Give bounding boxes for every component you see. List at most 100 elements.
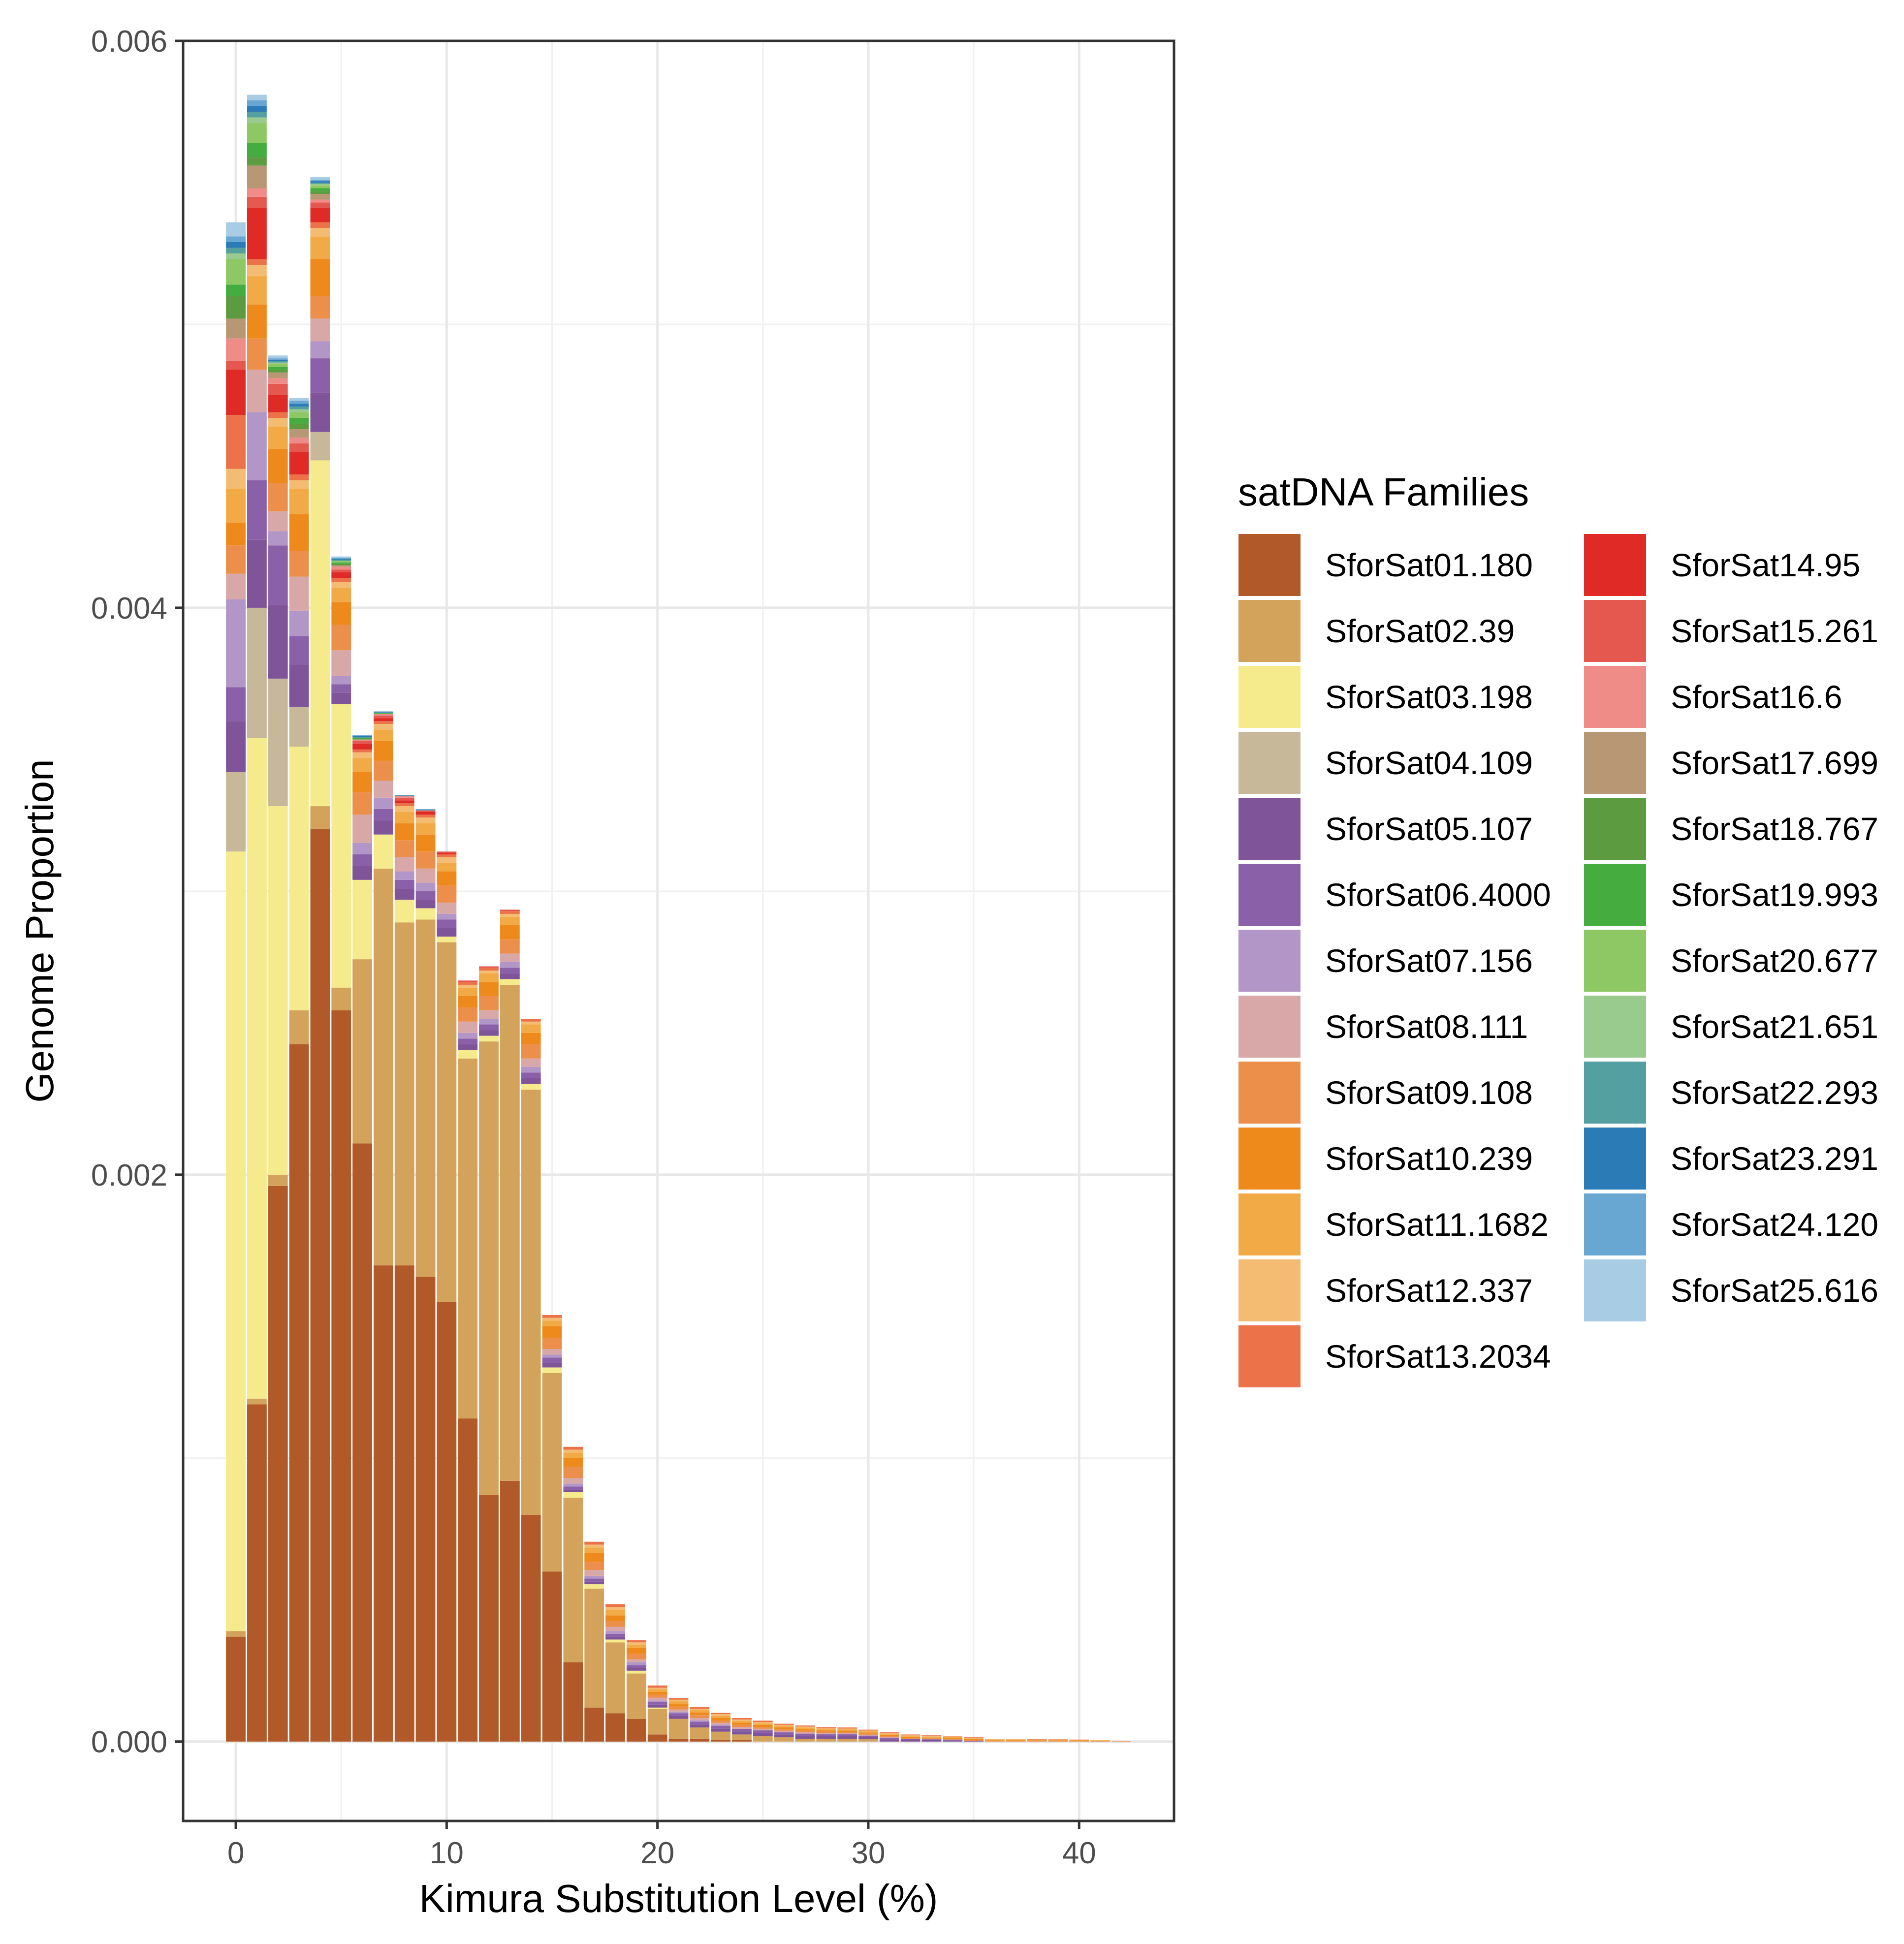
bar-segment-sforsat09-108 — [458, 1007, 478, 1022]
legend-swatch — [1238, 1062, 1301, 1124]
bar-segment-sforsat25-616 — [289, 398, 309, 401]
bar-segment-sforsat12-337 — [921, 1736, 942, 1737]
bar-segment-sforsat06-4000 — [373, 809, 393, 820]
bar-stack-25 — [753, 1721, 773, 1742]
bar-segment-sforsat10-239 — [331, 602, 351, 625]
legend-item-sforsat24-120: SforSat24.120 — [1584, 1193, 1878, 1255]
bar-segment-sforsat08-111 — [437, 902, 457, 914]
bar-segment-sforsat11-1682 — [879, 1734, 899, 1735]
legend-label: SforSat15.261 — [1671, 613, 1878, 649]
bar-segment-sforsat02-39 — [521, 1090, 541, 1515]
bar-segment-sforsat09-108 — [816, 1731, 836, 1733]
bar-segment-sforsat10-239 — [711, 1718, 731, 1721]
bar-segment-sforsat08-111 — [521, 1058, 541, 1067]
bar-segment-sforsat23-291 — [289, 404, 309, 407]
bar-segment-sforsat06-4000 — [352, 854, 372, 866]
legend-item-sforsat04-109: SforSat04.109 — [1238, 732, 1533, 794]
bar-segment-sforsat15-261 — [500, 909, 520, 911]
bar-segment-sforsat13-2034 — [415, 815, 436, 818]
bar-segment-sforsat12-337 — [521, 1021, 541, 1025]
bar-segment-sforsat11-1682 — [268, 426, 288, 449]
bar-segment-sforsat11-1682 — [816, 1729, 836, 1730]
bar-stack-3 — [289, 398, 309, 1742]
bar-segment-sforsat11-1682 — [900, 1736, 920, 1737]
bar-segment-sforsat15-261 — [479, 966, 499, 968]
bar-segment-sforsat13-2034 — [331, 578, 351, 583]
bar-segment-sforsat12-337 — [647, 1688, 667, 1690]
bar-segment-sforsat12-337 — [753, 1722, 773, 1724]
bar-segment-sforsat03-198 — [352, 879, 372, 960]
bar-segment-sforsat05-107 — [837, 1736, 857, 1739]
bar-segment-sforsat12-337 — [289, 480, 309, 489]
bar-segment-sforsat07-156 — [268, 531, 288, 546]
bar-segment-sforsat11-1682 — [753, 1723, 773, 1725]
bar-segment-sforsat11-1682 — [626, 1645, 646, 1648]
bar-segment-sforsat13-2034 — [1027, 1739, 1047, 1740]
legend-swatch — [1238, 666, 1301, 728]
bar-segment-sforsat11-1682 — [668, 1701, 689, 1704]
bar-stack-35 — [964, 1737, 984, 1742]
y-tick-label: 0.002 — [91, 1159, 167, 1192]
bar-segment-sforsat02-39 — [584, 1588, 604, 1708]
bar-segment-sforsat15-261 — [247, 196, 267, 208]
bar-segment-sforsat02-39 — [373, 868, 393, 1266]
bar-segment-sforsat16-6 — [310, 199, 330, 203]
bar-segment-sforsat09-108 — [1048, 1741, 1068, 1742]
bar-stack-34 — [943, 1736, 963, 1742]
bar-segment-sforsat02-39 — [605, 1642, 625, 1714]
bar-segment-sforsat13-2034 — [774, 1724, 794, 1725]
bar-segment-sforsat11-1682 — [795, 1727, 815, 1729]
bar-segment-sforsat03-198 — [605, 1639, 625, 1643]
bar-segment-sforsat09-108 — [289, 551, 309, 577]
bar-segment-sforsat05-107 — [310, 392, 330, 432]
bar-segment-sforsat10-239 — [626, 1648, 646, 1654]
bar-segment-sforsat11-1682 — [394, 812, 414, 823]
legend-label: SforSat25.616 — [1671, 1272, 1878, 1309]
bar-segment-sforsat10-239 — [394, 823, 414, 841]
bar-segment-sforsat23-291 — [415, 809, 436, 810]
bar-segment-sforsat13-2034 — [690, 1707, 710, 1709]
legend-item-sforsat06-4000: SforSat06.4000 — [1238, 864, 1551, 926]
bar-segment-sforsat09-108 — [268, 483, 288, 512]
bar-segment-sforsat22-293 — [247, 111, 267, 118]
bar-segment-sforsat06-4000 — [795, 1733, 815, 1736]
bar-segment-sforsat13-2034 — [647, 1685, 667, 1688]
bar-segment-sforsat07-156 — [605, 1631, 625, 1634]
bar-segment-sforsat11-1682 — [458, 987, 478, 996]
bar-segment-sforsat11-1682 — [479, 973, 499, 982]
legend-label: SforSat06.4000 — [1325, 877, 1551, 913]
bar-segment-sforsat08-111 — [310, 318, 330, 342]
bar-stack-15 — [542, 1315, 562, 1742]
bar-stack-36 — [985, 1738, 1005, 1742]
bar-segment-sforsat06-4000 — [753, 1730, 773, 1733]
bar-segment-sforsat05-107 — [964, 1741, 984, 1742]
bar-segment-sforsat09-108 — [521, 1044, 541, 1059]
bar-segment-sforsat03-198 — [542, 1367, 562, 1373]
bar-segment-sforsat05-107 — [753, 1733, 773, 1736]
bar-segment-sforsat19-993 — [226, 284, 246, 296]
bar-segment-sforsat17-699 — [331, 565, 351, 567]
bar-segment-sforsat05-107 — [352, 866, 372, 880]
bar-segment-sforsat06-4000 — [921, 1739, 942, 1740]
bar-segment-sforsat03-198 — [500, 979, 520, 985]
legend-swatch — [1238, 864, 1301, 926]
bar-segment-sforsat13-2034 — [352, 749, 372, 753]
bar-segment-sforsat02-39 — [415, 919, 436, 1277]
bar-segment-sforsat19-993 — [247, 143, 267, 157]
bar-segment-sforsat01-180 — [584, 1707, 604, 1742]
bar-segment-sforsat06-4000 — [879, 1738, 899, 1740]
bar-segment-sforsat09-108 — [964, 1740, 984, 1741]
bar-segment-sforsat12-337 — [479, 971, 499, 973]
bar-segment-sforsat12-337 — [247, 265, 267, 277]
bar-segment-sforsat05-107 — [795, 1736, 815, 1739]
bar-segment-sforsat16-6 — [226, 338, 246, 361]
legend-label: SforSat01.180 — [1325, 547, 1533, 583]
bar-segment-sforsat12-337 — [605, 1607, 625, 1610]
bar-segment-sforsat12-337 — [626, 1642, 646, 1645]
bar-segment-sforsat09-108 — [837, 1732, 857, 1733]
bar-segment-sforsat14-95 — [437, 853, 457, 854]
bar-stack-26 — [774, 1724, 794, 1742]
bar-segment-sforsat04-109 — [310, 432, 330, 461]
bar-segment-sforsat24-120 — [352, 735, 372, 736]
